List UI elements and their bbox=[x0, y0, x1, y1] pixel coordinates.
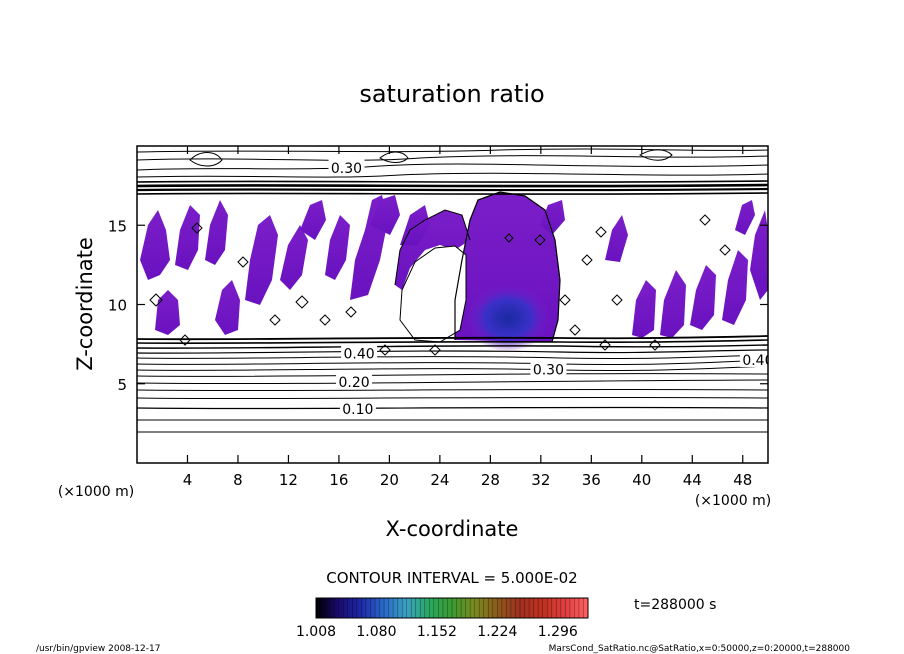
colorbar-label: 1.008 bbox=[296, 624, 336, 640]
contour-label-bg bbox=[336, 373, 373, 390]
contour-label: 0.30 bbox=[533, 362, 564, 378]
y-tick-label: 5 bbox=[117, 376, 127, 394]
chart-title: saturation ratio bbox=[359, 80, 544, 108]
y-axis-ticks: 5 10 15 bbox=[108, 217, 768, 394]
colorbar-stripes bbox=[320, 598, 584, 618]
colorbar-label: 1.080 bbox=[356, 624, 396, 640]
x-tick-label: 48 bbox=[733, 471, 752, 489]
footer-left: /usr/bin/gpview 2008-12-17 bbox=[36, 644, 160, 654]
x-tick-label: 4 bbox=[183, 471, 193, 489]
contour-label: 0.10 bbox=[342, 402, 373, 418]
contour-label: 0.40 bbox=[742, 353, 773, 369]
x-tick-label: 8 bbox=[233, 471, 243, 489]
contour-label-bg bbox=[341, 344, 378, 361]
x-axis-title: X-coordinate bbox=[386, 517, 519, 541]
colorbar-label: 1.296 bbox=[538, 624, 578, 640]
x-tick-label: 20 bbox=[380, 471, 399, 489]
contour-label-bg bbox=[530, 360, 567, 377]
saturation-core bbox=[466, 284, 550, 352]
x-axis-unit: (×1000 m) bbox=[695, 493, 771, 509]
contour-label-bg bbox=[328, 159, 365, 176]
contour-label: 0.40 bbox=[344, 347, 375, 363]
x-tick-label: 32 bbox=[531, 471, 550, 489]
x-tick-label: 44 bbox=[683, 471, 702, 489]
colorbar-label: 1.224 bbox=[477, 624, 517, 640]
x-tick-label: 12 bbox=[279, 471, 298, 489]
x-tick-label: 36 bbox=[582, 471, 601, 489]
x-axis-ticks: 4 8 12 16 20 24 28 32 36 40 44 48 bbox=[183, 146, 752, 489]
contour-label-bg bbox=[339, 400, 376, 417]
contour-noise bbox=[149, 214, 731, 356]
contour-labels: 0.10 0.20 0.30 0.40 0.30 0.40 bbox=[328, 159, 773, 418]
contour-label: 0.20 bbox=[338, 375, 369, 391]
contour-label-bg bbox=[739, 350, 768, 367]
footer-right: MarsCond_SatRatio.nc@SatRatio,x=0:50000,… bbox=[549, 644, 851, 654]
contour-interval-label: CONTOUR INTERVAL = 5.000E-02 bbox=[326, 569, 577, 587]
x-tick-label: 24 bbox=[430, 471, 449, 489]
colorbar-labels: 1.008 1.080 1.152 1.224 1.296 bbox=[296, 624, 578, 640]
x-tick-label: 40 bbox=[632, 471, 651, 489]
y-tick-label: 10 bbox=[108, 297, 127, 315]
y-axis-title: Z-coordinate bbox=[73, 237, 97, 371]
y-tick-label: 15 bbox=[108, 217, 127, 235]
time-label: t=288000 s bbox=[634, 597, 716, 613]
plot-area: 0.10 0.20 0.30 0.40 0.30 0.40 bbox=[137, 146, 773, 463]
contour-label: 0.30 bbox=[331, 161, 362, 177]
colorbar-label: 1.152 bbox=[417, 624, 457, 640]
colorbar: 1.008 1.080 1.152 1.224 1.296 bbox=[296, 597, 589, 640]
y-axis-unit: (×1000 m) bbox=[58, 484, 134, 500]
x-tick-label: 16 bbox=[329, 471, 348, 489]
x-tick-label: 28 bbox=[481, 471, 500, 489]
